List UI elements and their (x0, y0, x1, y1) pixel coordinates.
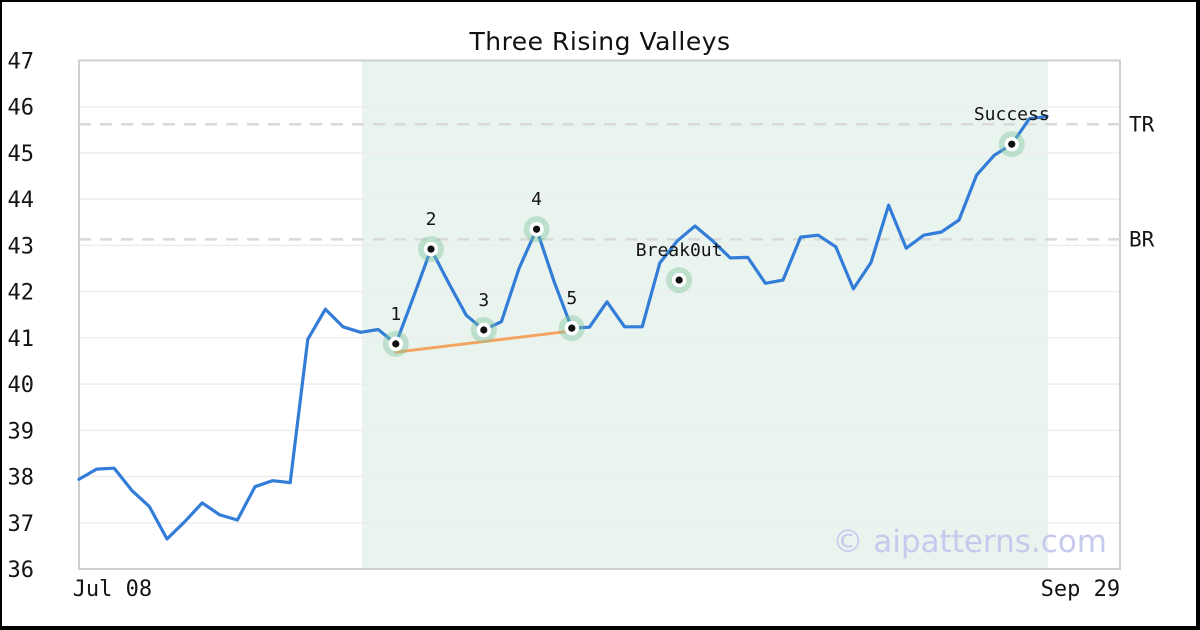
y-tick-label: 44 (8, 188, 35, 213)
x-tick-label: Jul 08 (73, 577, 152, 602)
marker-dot (392, 340, 400, 348)
marker-5: 5 (558, 288, 585, 342)
price-line (77, 114, 1049, 541)
y-tick-label: 47 (8, 50, 35, 75)
pattern-zone (361, 60, 1049, 569)
marker-4: 4 (523, 189, 550, 243)
marker-label-3: 3 (478, 290, 489, 311)
y-tick-label: 39 (8, 419, 35, 444)
marker-success: Success (974, 104, 1050, 158)
marker-label-success: Success (974, 104, 1050, 125)
marker-label-4: 4 (531, 189, 542, 210)
y-tick-label: 38 (8, 466, 35, 491)
plot-border (78, 59, 1121, 570)
watermark: © aipatterns.com (832, 524, 1107, 560)
chart-title: Three Rising Valleys (469, 27, 731, 56)
y-tick-label: 40 (8, 373, 35, 398)
level-label-br: BR (1129, 227, 1155, 251)
valley-trendline (394, 329, 574, 354)
y-tick-label: 37 (8, 512, 35, 537)
y-tick-label: 46 (8, 96, 35, 121)
y-tick-label: 41 (8, 327, 35, 352)
marker-label-break0ut: Break0ut (636, 240, 723, 261)
marker-dot (1008, 140, 1016, 148)
marker-3: 3 (470, 290, 497, 344)
marker-dot (480, 326, 488, 334)
y-tick-label: 45 (8, 142, 35, 167)
marker-label-2: 2 (426, 209, 437, 230)
y-tick-label: 42 (8, 281, 35, 306)
marker-label-5: 5 (566, 288, 577, 309)
marker-dot (675, 276, 683, 284)
level-label-tr: TR (1129, 112, 1155, 136)
marker-break0ut: Break0ut (636, 240, 723, 294)
marker-dot (427, 245, 435, 253)
y-tick-label: 36 (8, 558, 35, 583)
marker-2: 2 (417, 209, 444, 263)
x-tick-label: Sep 29 (1041, 577, 1120, 602)
marker-dot (532, 225, 541, 233)
marker-label-1: 1 (390, 304, 401, 325)
marker-1: 1 (382, 304, 409, 357)
y-tick-label: 43 (8, 234, 35, 259)
marker-dot (568, 324, 576, 332)
